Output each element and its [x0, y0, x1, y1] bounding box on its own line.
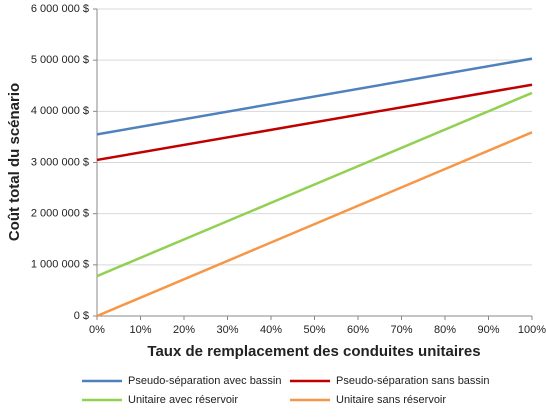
y-tick-label: 0 $ [74, 310, 89, 322]
y-tick-label: 6 000 000 $ [31, 3, 89, 15]
series-line [96, 91, 533, 278]
y-axis-title: Coût total du scénario [6, 83, 23, 241]
x-tick-label: 100% [518, 324, 546, 336]
x-axis-title: Taux de remplacement des conduites unita… [147, 343, 480, 360]
legend-label: Unitaire sans réservoir [336, 394, 446, 406]
y-tick-label: 5 000 000 $ [31, 54, 89, 66]
series-line [96, 131, 533, 318]
x-tick-label: 30% [216, 324, 238, 336]
x-tick-label: 60% [347, 324, 369, 336]
x-tick-label: 10% [129, 324, 151, 336]
x-tick-label: 20% [173, 324, 195, 336]
x-tick-label: 50% [303, 324, 325, 336]
y-tick-label: 4 000 000 $ [31, 105, 89, 117]
legend-label: Pseudo-séparation sans bassin [336, 375, 489, 387]
legend-label: Pseudo-séparation avec bassin [128, 375, 281, 387]
x-tick-label: 80% [434, 324, 456, 336]
y-tick-label: 2 000 000 $ [31, 208, 89, 220]
y-tick-label: 3 000 000 $ [31, 156, 89, 168]
series-line [96, 83, 533, 162]
x-tick-label: 70% [390, 324, 412, 336]
x-tick-label: 90% [477, 324, 499, 336]
x-tick-label: 0% [89, 324, 105, 336]
y-tick-label: 1 000 000 $ [31, 259, 89, 271]
x-tick-label: 40% [260, 324, 282, 336]
series-line [96, 57, 533, 136]
legend-label: Unitaire avec réservoir [128, 394, 238, 406]
